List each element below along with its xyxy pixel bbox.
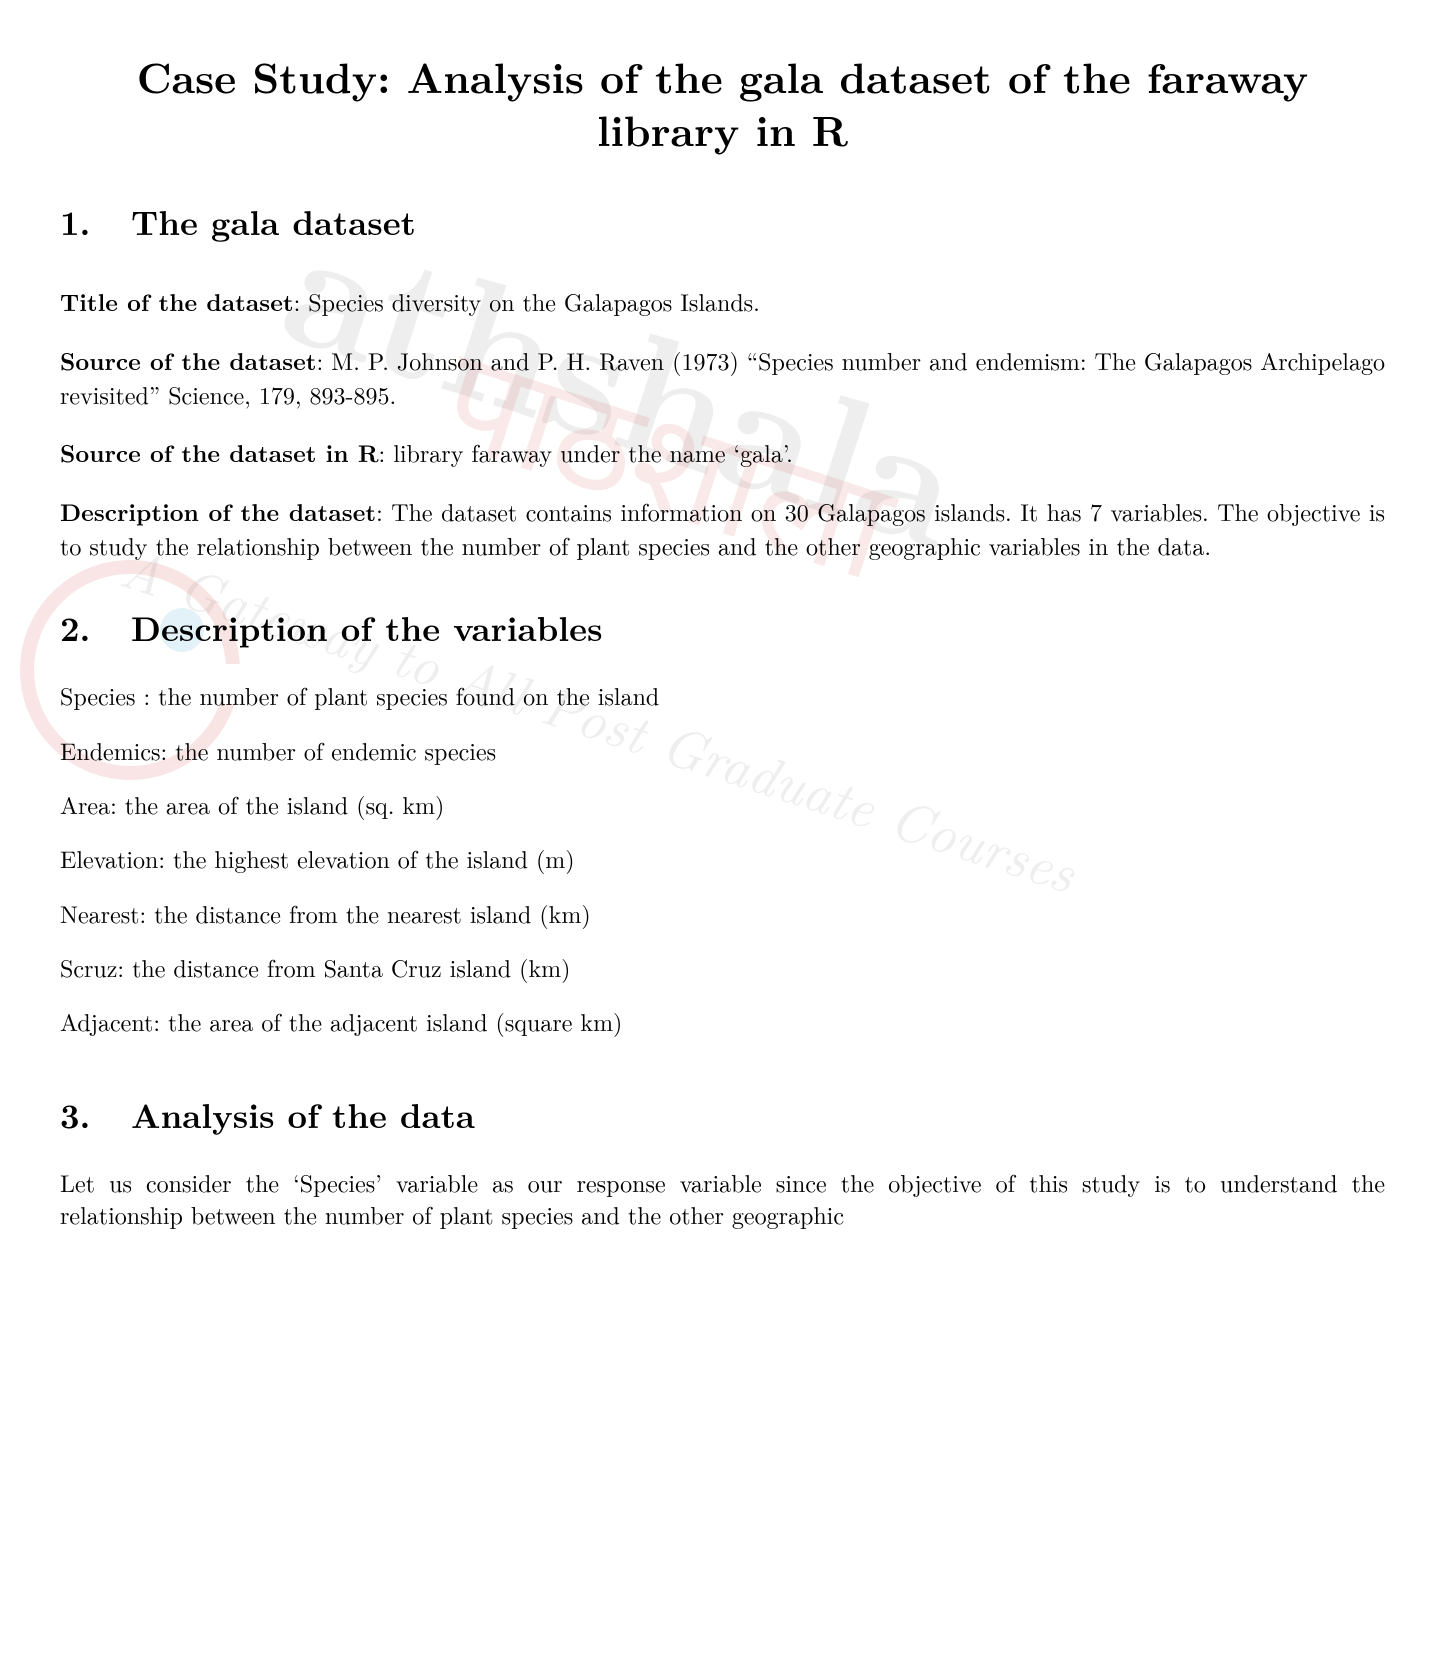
variable-line: Endemics: the number of endemic species: [60, 734, 1385, 766]
dataset-desc-label: Description of the dataset: [60, 495, 376, 529]
dataset-desc-para: Description of the dataset: The dataset …: [60, 495, 1385, 561]
section-2-number: 2.: [60, 605, 118, 651]
dataset-sourceR-label: Source of the dataset in R: [60, 436, 379, 470]
dataset-source-para: Source of the dataset: M. P. Johnson and…: [60, 344, 1385, 410]
section-2-heading: 2. Description of the variables: [60, 605, 1385, 651]
variable-line: Nearest: the distance from the nearest i…: [60, 897, 1385, 929]
analysis-para: Let us consider the ‘Species’ variable a…: [60, 1166, 1385, 1231]
document-content: Case Study: Analysis of the gala dataset…: [60, 50, 1385, 1231]
section-1-title: The gala dataset: [131, 197, 416, 246]
section-2-title: Description of the variables: [131, 603, 602, 652]
dataset-title-label: Title of the dataset: [60, 285, 294, 319]
variable-line: Species : the number of plant species fo…: [60, 679, 1385, 711]
section-1-heading: 1. The gala dataset: [60, 199, 1385, 245]
dataset-sourceR-para: Source of the dataset in R: library fara…: [60, 436, 1385, 469]
section-3-title: Analysis of the data: [131, 1090, 475, 1139]
section-3-heading: 3. Analysis of the data: [60, 1092, 1385, 1138]
variable-line: Area: the area of the island (sq. km): [60, 788, 1385, 820]
variable-line: Elevation: the highest elevation of the …: [60, 842, 1385, 874]
page-title: Case Study: Analysis of the gala dataset…: [60, 50, 1385, 155]
variable-line: Scruz: the distance from Santa Cruz isla…: [60, 951, 1385, 983]
variable-line: Adjacent: the area of the adjacent islan…: [60, 1005, 1385, 1037]
dataset-title-value: : Species diversity on the Galapagos Isl…: [294, 284, 760, 318]
section-1-number: 1.: [60, 199, 118, 245]
dataset-source-label: Source of the dataset: [60, 344, 317, 378]
dataset-title-para: Title of the dataset: Species diversity …: [60, 285, 1385, 318]
dataset-sourceR-value: : library faraway under the name ‘gala’.: [379, 435, 793, 469]
section-3-number: 3.: [60, 1092, 118, 1138]
